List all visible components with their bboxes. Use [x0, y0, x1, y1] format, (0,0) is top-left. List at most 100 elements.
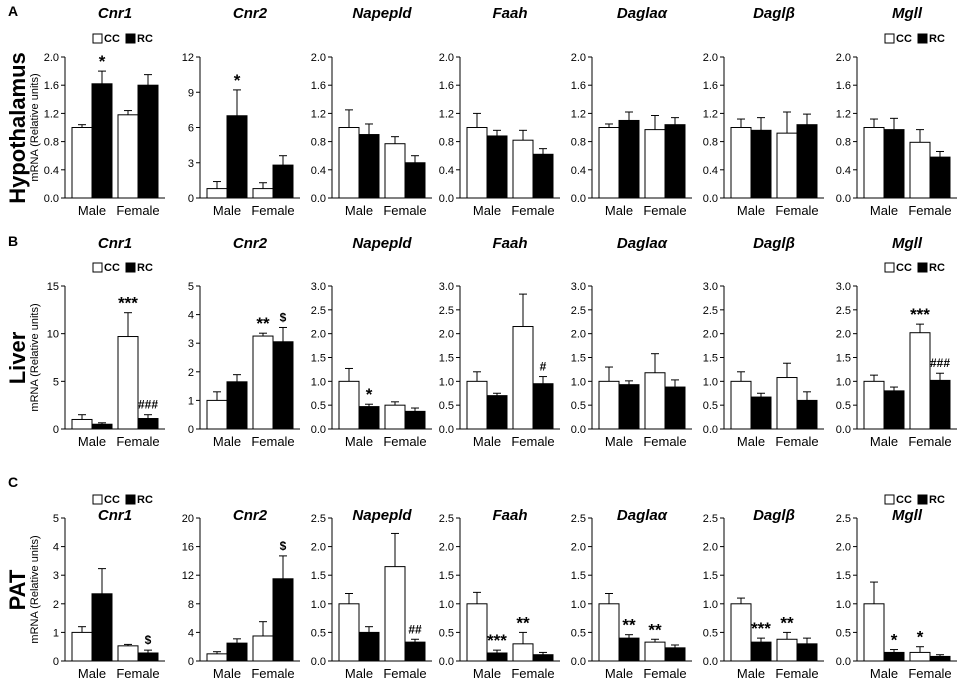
y-tick-label: 16	[182, 542, 194, 554]
y-tick-label: 2.0	[311, 542, 326, 554]
chart-hypothalamus-napepld: Napepld 0.0 0.4 0.8 1.2 1.6 2.0 Male Female	[311, 5, 432, 218]
gene-title: Mgll	[892, 235, 923, 252]
bar-rc-female	[272, 578, 294, 662]
y-tick-label: 2.0	[439, 52, 454, 64]
x-tick-label: Female	[643, 434, 686, 449]
y-tick-label: 0.4	[836, 165, 851, 177]
gene-name: Dagl	[753, 507, 786, 524]
gene-name: Mgll	[892, 507, 923, 524]
y-tick-label: 0	[188, 424, 194, 436]
y-tick-label: 0.0	[836, 656, 851, 668]
y-tick-label: 0	[188, 193, 194, 205]
gene-name: Napepld	[352, 235, 412, 252]
bar-cc-female	[384, 404, 406, 430]
bar-cc-male	[863, 380, 885, 430]
y-tick-label: 1.5	[571, 570, 586, 582]
panel-a: AHypothalamusCnr10.00.40.81.21.62.0mRNA …	[5, 3, 957, 218]
bar-cc-female	[117, 114, 139, 199]
tissue-label: Liver	[5, 331, 30, 384]
x-tick-label: Female	[908, 434, 951, 449]
gene-name: Dagla	[617, 507, 658, 524]
chart-liver-cnr1: Cnr1 0 5 10 15 mRNA (Relative units) Male Femal…	[29, 235, 165, 449]
significance-label: #	[540, 360, 547, 374]
y-tick-label: 1.6	[439, 80, 454, 92]
y-tick-label: 0.4	[571, 165, 586, 177]
bar-rc-female	[796, 399, 818, 430]
y-tick-label: 0.5	[439, 400, 454, 412]
chart-liver-faah: Faah 0.0 0.5 1.0 1.5 2.0 2.5 3.0 Male Female #	[439, 235, 560, 449]
significance-label: ###	[930, 356, 950, 370]
chart-liver-mgll: Mgll 0.0 0.5 1.0 1.5 2.0 2.5 3.0 Male Female *** ##…	[836, 235, 957, 449]
y-tick-label: 0.0	[836, 424, 851, 436]
gene-name: Dagl	[753, 235, 786, 252]
y-tick-label: 2.0	[836, 542, 851, 554]
gene-title: Cnr2	[233, 235, 268, 252]
gene-name: Cnr1	[98, 5, 132, 22]
x-tick-label: Male	[213, 203, 241, 218]
significance-label: *	[917, 628, 924, 647]
y-tick-label: 0.0	[311, 424, 326, 436]
x-tick-label: Female	[511, 203, 554, 218]
x-tick-label: Male	[345, 666, 373, 681]
x-tick-label: Female	[775, 434, 818, 449]
x-tick-label: Male	[473, 666, 501, 681]
x-tick-label: Male	[870, 666, 898, 681]
x-tick-label: Male	[78, 203, 106, 218]
significance-label: **	[256, 314, 270, 333]
y-tick-label: 10	[47, 329, 59, 341]
bar-cc-female	[909, 651, 931, 662]
y-tick-label: 0.0	[311, 656, 326, 668]
y-tick-label: 6	[188, 123, 194, 135]
bar-rc-female	[404, 641, 426, 662]
y-tick-label: 0.5	[836, 400, 851, 412]
y-tick-label: 0.8	[311, 137, 326, 149]
x-tick-label: Female	[251, 434, 294, 449]
bar-cc-male	[863, 127, 885, 199]
x-tick-label: Male	[737, 434, 765, 449]
gene-greek-suffix: β	[785, 235, 795, 252]
bar-rc-female	[664, 124, 686, 199]
gene-title: Napepld	[352, 235, 412, 252]
y-tick-label: 2.5	[311, 513, 326, 525]
bar-rc-female	[796, 124, 818, 199]
gene-greek-suffix: α	[658, 507, 668, 524]
gene-title: Napepld	[352, 507, 412, 524]
chart-hypothalamus-dagla: Daglaα 0.0 0.4 0.8 1.2 1.6 2.0 Male Female	[571, 5, 692, 218]
y-axis-label: mRNA (Relative units)	[29, 303, 41, 411]
y-tick-label: 2.0	[703, 52, 718, 64]
bar-cc-male	[206, 653, 228, 662]
y-tick-label: 3.0	[836, 281, 851, 293]
chart-liver-cnr2: Cnr2 0 1 2 3 4 5 Male Female ** $	[188, 235, 300, 449]
y-tick-label: 3.0	[703, 281, 718, 293]
y-tick-label: 1.5	[571, 353, 586, 365]
y-tick-label: 2.5	[703, 513, 718, 525]
bar-cc-female	[909, 141, 931, 199]
bar-rc-male	[226, 381, 248, 430]
y-tick-label: 1.6	[311, 80, 326, 92]
bar-cc-female	[909, 332, 931, 430]
bar-cc-male	[71, 418, 93, 430]
bar-rc-male	[486, 395, 508, 430]
chart-pat-cnr2: Cnr2 0 4 8 12 16 20 Male Female $	[182, 507, 300, 681]
y-tick-label: 2.5	[439, 305, 454, 317]
y-tick-label: 15	[47, 281, 59, 293]
panel-letter: A	[8, 3, 18, 19]
gene-name: Faah	[492, 5, 527, 22]
gene-name: Faah	[492, 507, 527, 524]
significance-label: **	[516, 613, 530, 632]
y-tick-label: 0.4	[311, 165, 326, 177]
significance-label: ##	[408, 622, 422, 636]
gene-title: Cnr1	[98, 235, 132, 252]
y-tick-label: 1.5	[703, 570, 718, 582]
gene-title: Cnr2	[233, 507, 268, 524]
y-tick-label: 2.5	[571, 305, 586, 317]
bar-rc-male	[486, 135, 508, 199]
x-tick-label: Female	[775, 203, 818, 218]
y-tick-label: 2.5	[571, 513, 586, 525]
legend-label-rc: RC	[137, 33, 153, 45]
y-tick-label: 0.5	[571, 627, 586, 639]
gene-title: Daglβ	[753, 507, 795, 524]
x-tick-label: Female	[908, 666, 951, 681]
